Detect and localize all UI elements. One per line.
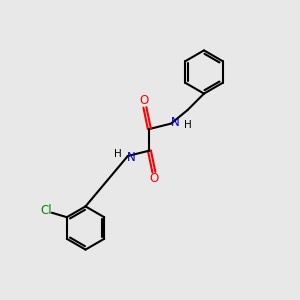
Text: O: O bbox=[140, 94, 149, 107]
Text: H: H bbox=[184, 120, 191, 130]
Text: N: N bbox=[170, 116, 179, 129]
Text: H: H bbox=[114, 149, 122, 160]
Text: Cl: Cl bbox=[40, 204, 52, 217]
Text: N: N bbox=[126, 151, 135, 164]
Text: O: O bbox=[150, 172, 159, 185]
